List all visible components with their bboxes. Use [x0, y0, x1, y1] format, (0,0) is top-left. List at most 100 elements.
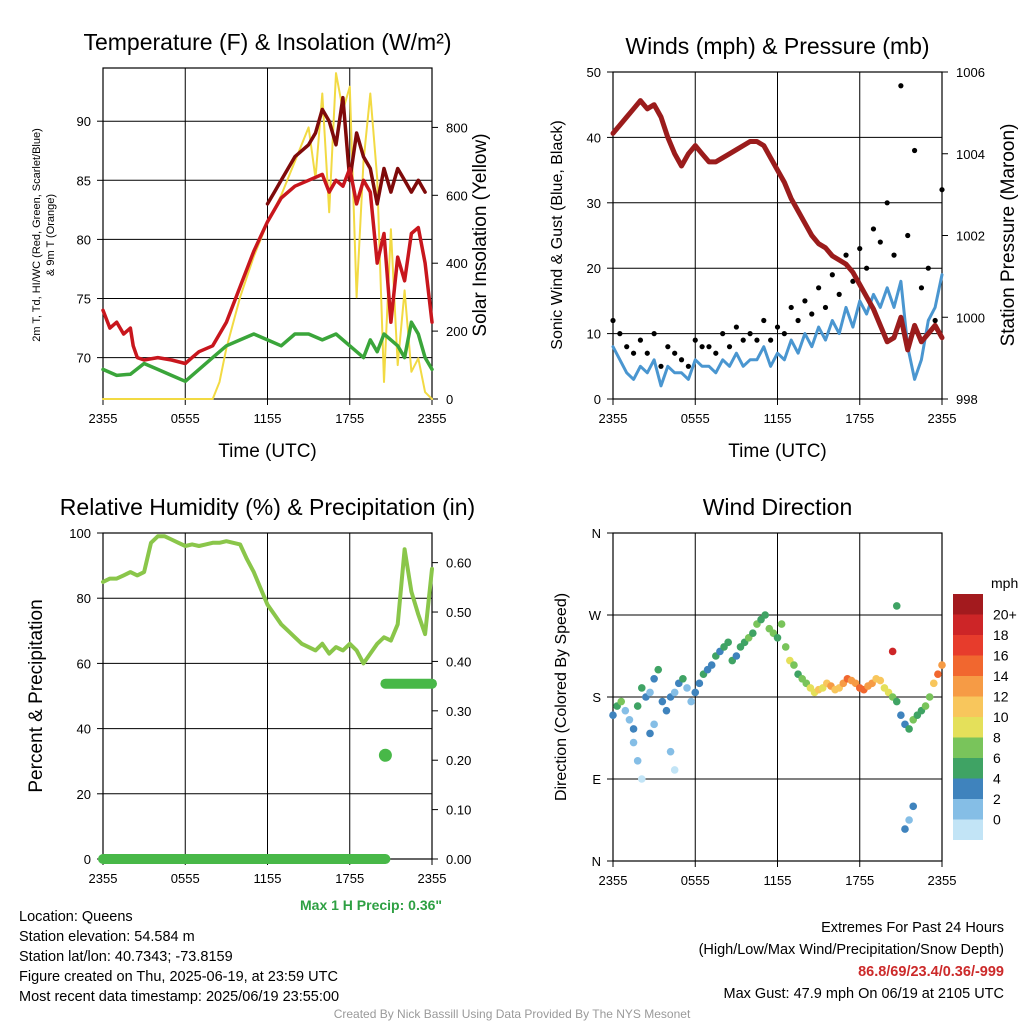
- wind-xtick-label: 1755: [845, 411, 874, 426]
- wdir-xtick-label: 0555: [681, 873, 710, 888]
- extremes-values: 86.8/69/23.4/0.36/-999: [858, 964, 1004, 980]
- wind-gust-point: [733, 324, 739, 330]
- elevation-text: Station elevation: 54.584 m: [19, 929, 195, 945]
- wdir-point: [892, 697, 901, 706]
- wind-gust-point: [932, 317, 938, 324]
- wind-gust-point: [644, 350, 650, 356]
- wind-xtick-label: 1155: [764, 411, 792, 426]
- wind-title: Winds (mph) & Pressure (mb): [625, 33, 929, 59]
- wdir-point: [724, 638, 732, 647]
- wind-speed-line: [611, 273, 944, 388]
- wdir-legend-label: 14: [993, 668, 1009, 684]
- wind-gust-point: [678, 357, 685, 363]
- wind-gust-point: [905, 232, 911, 239]
- wdir-point: [629, 738, 638, 747]
- wdir-point: [773, 633, 782, 642]
- wdir-point: [633, 702, 642, 710]
- temp-xtick-label: 2355: [89, 411, 118, 426]
- wdir-point: [691, 688, 700, 697]
- wind-xtick-label: 2355: [928, 411, 957, 426]
- rh-ytick-label: 40: [77, 722, 91, 737]
- wdir-ytick-label: W: [589, 608, 602, 623]
- wdir-point: [687, 697, 695, 706]
- wdir-point: [777, 620, 786, 628]
- temp-ytick-label-right: 400: [446, 256, 468, 271]
- wdir-legend-label: 2: [993, 791, 1001, 807]
- wind-gust-point: [740, 337, 746, 343]
- wdir-ytick-label: N: [592, 526, 601, 541]
- wdir-legend-label: 4: [993, 771, 1001, 787]
- wind-xtick-label: 0555: [681, 411, 710, 426]
- wind-gust-point: [768, 337, 774, 343]
- wind-gust-point: [925, 265, 931, 271]
- rh-ytick-label: 80: [77, 591, 91, 606]
- wdir-point: [909, 802, 918, 811]
- wdir-legend-swatch: [953, 758, 983, 779]
- wdir-legend-swatch: [953, 696, 983, 717]
- wdir-point: [679, 674, 687, 683]
- wdir-legend-label: 20+: [993, 607, 1017, 623]
- wind-gust-point: [816, 285, 822, 291]
- wdir-legend-label: 8: [993, 730, 1001, 746]
- temp-ylabel-line1: 2m T, Td, HI/WC (Red, Green, Scarlet/Blu…: [31, 128, 43, 342]
- temp-ylabel-line2: & 9m T (Orange): [45, 194, 57, 276]
- rh-ytick-label: 100: [69, 526, 91, 541]
- max-precip-label: Max 1 H Precip: 0.36": [300, 897, 443, 913]
- wind-gust-point: [884, 200, 890, 206]
- rh-ytick-label-right: 0.60: [446, 556, 471, 571]
- station-info: Location: Queens Station elevation: 54.5…: [19, 907, 339, 1007]
- rh-ytick-label: 20: [77, 787, 91, 802]
- wind-gust-point: [829, 272, 835, 278]
- temp-xtick-label: 0555: [171, 411, 200, 426]
- temp-xtick-label: 1155: [254, 411, 282, 426]
- wdir-point: [633, 756, 642, 765]
- wdir-point: [637, 775, 646, 783]
- wdir-point: [666, 747, 675, 756]
- wind-gust-point: [774, 324, 781, 330]
- temp-xtick-label: 2355: [418, 411, 447, 426]
- wind-gust-point: [809, 311, 815, 317]
- wind-ytick-label: 40: [587, 130, 601, 145]
- wdir-point: [897, 711, 905, 720]
- rh-ytick-label-right: 0.40: [446, 654, 471, 669]
- max-gust-text: Max Gust: 47.9 mph On 06/19 at 2105 UTC: [723, 986, 1004, 1002]
- rh-xtick-label: 2355: [89, 871, 118, 886]
- wdir-legend-swatch: [953, 614, 983, 635]
- wind-ylabel-right: Station Pressure (Maroon): [998, 124, 1019, 347]
- wdir-legend-label: 6: [993, 750, 1001, 766]
- wind-gust-point: [788, 304, 794, 311]
- wind-ytick-label: 10: [587, 327, 601, 342]
- temp-ytick-label: 75: [77, 292, 91, 307]
- wdir-ylabel: Direction (Colored By Speed): [553, 593, 570, 801]
- wdir-point: [938, 661, 946, 669]
- temp-ytick-label-right: 0: [446, 392, 453, 407]
- rh-ylabel: Percent & Precipitation: [26, 599, 47, 792]
- wind-gust-point: [891, 252, 897, 258]
- wind-gust-point: [857, 245, 863, 252]
- wind-gust-point: [706, 344, 712, 350]
- wind-ytick-label: 50: [587, 65, 601, 80]
- wdir-point: [683, 684, 691, 692]
- precip-point: [378, 748, 392, 762]
- extremes-block: Extremes For Past 24 Hours (High/Low/Max…: [699, 917, 1004, 1005]
- wdir-point: [707, 661, 716, 669]
- wdir-point: [921, 702, 930, 710]
- wind-xlabel: Time (UTC): [728, 441, 827, 462]
- wind-gust-point: [781, 331, 787, 337]
- wind-gust-point: [898, 83, 904, 89]
- temp-xtick-label: 1755: [335, 411, 364, 426]
- wind-gust-point: [685, 363, 691, 369]
- wind-gust-point: [651, 331, 657, 337]
- temp-ytick-label: 80: [77, 232, 91, 247]
- wind-gust-point: [843, 252, 849, 258]
- wdir-legend-title: mph: [991, 575, 1018, 591]
- wind-gust-point: [726, 344, 733, 350]
- wdir-xtick-label: 1155: [764, 873, 792, 888]
- pressure-line: [610, 98, 945, 353]
- wind-gust-point: [665, 344, 671, 350]
- wind-ylabel: Sonic Wind & Gust (Blue, Black): [549, 120, 566, 349]
- wdir-legend-swatch: [953, 635, 983, 656]
- wdir-ytick-label: N: [592, 854, 601, 869]
- wind-gust-point: [637, 337, 644, 343]
